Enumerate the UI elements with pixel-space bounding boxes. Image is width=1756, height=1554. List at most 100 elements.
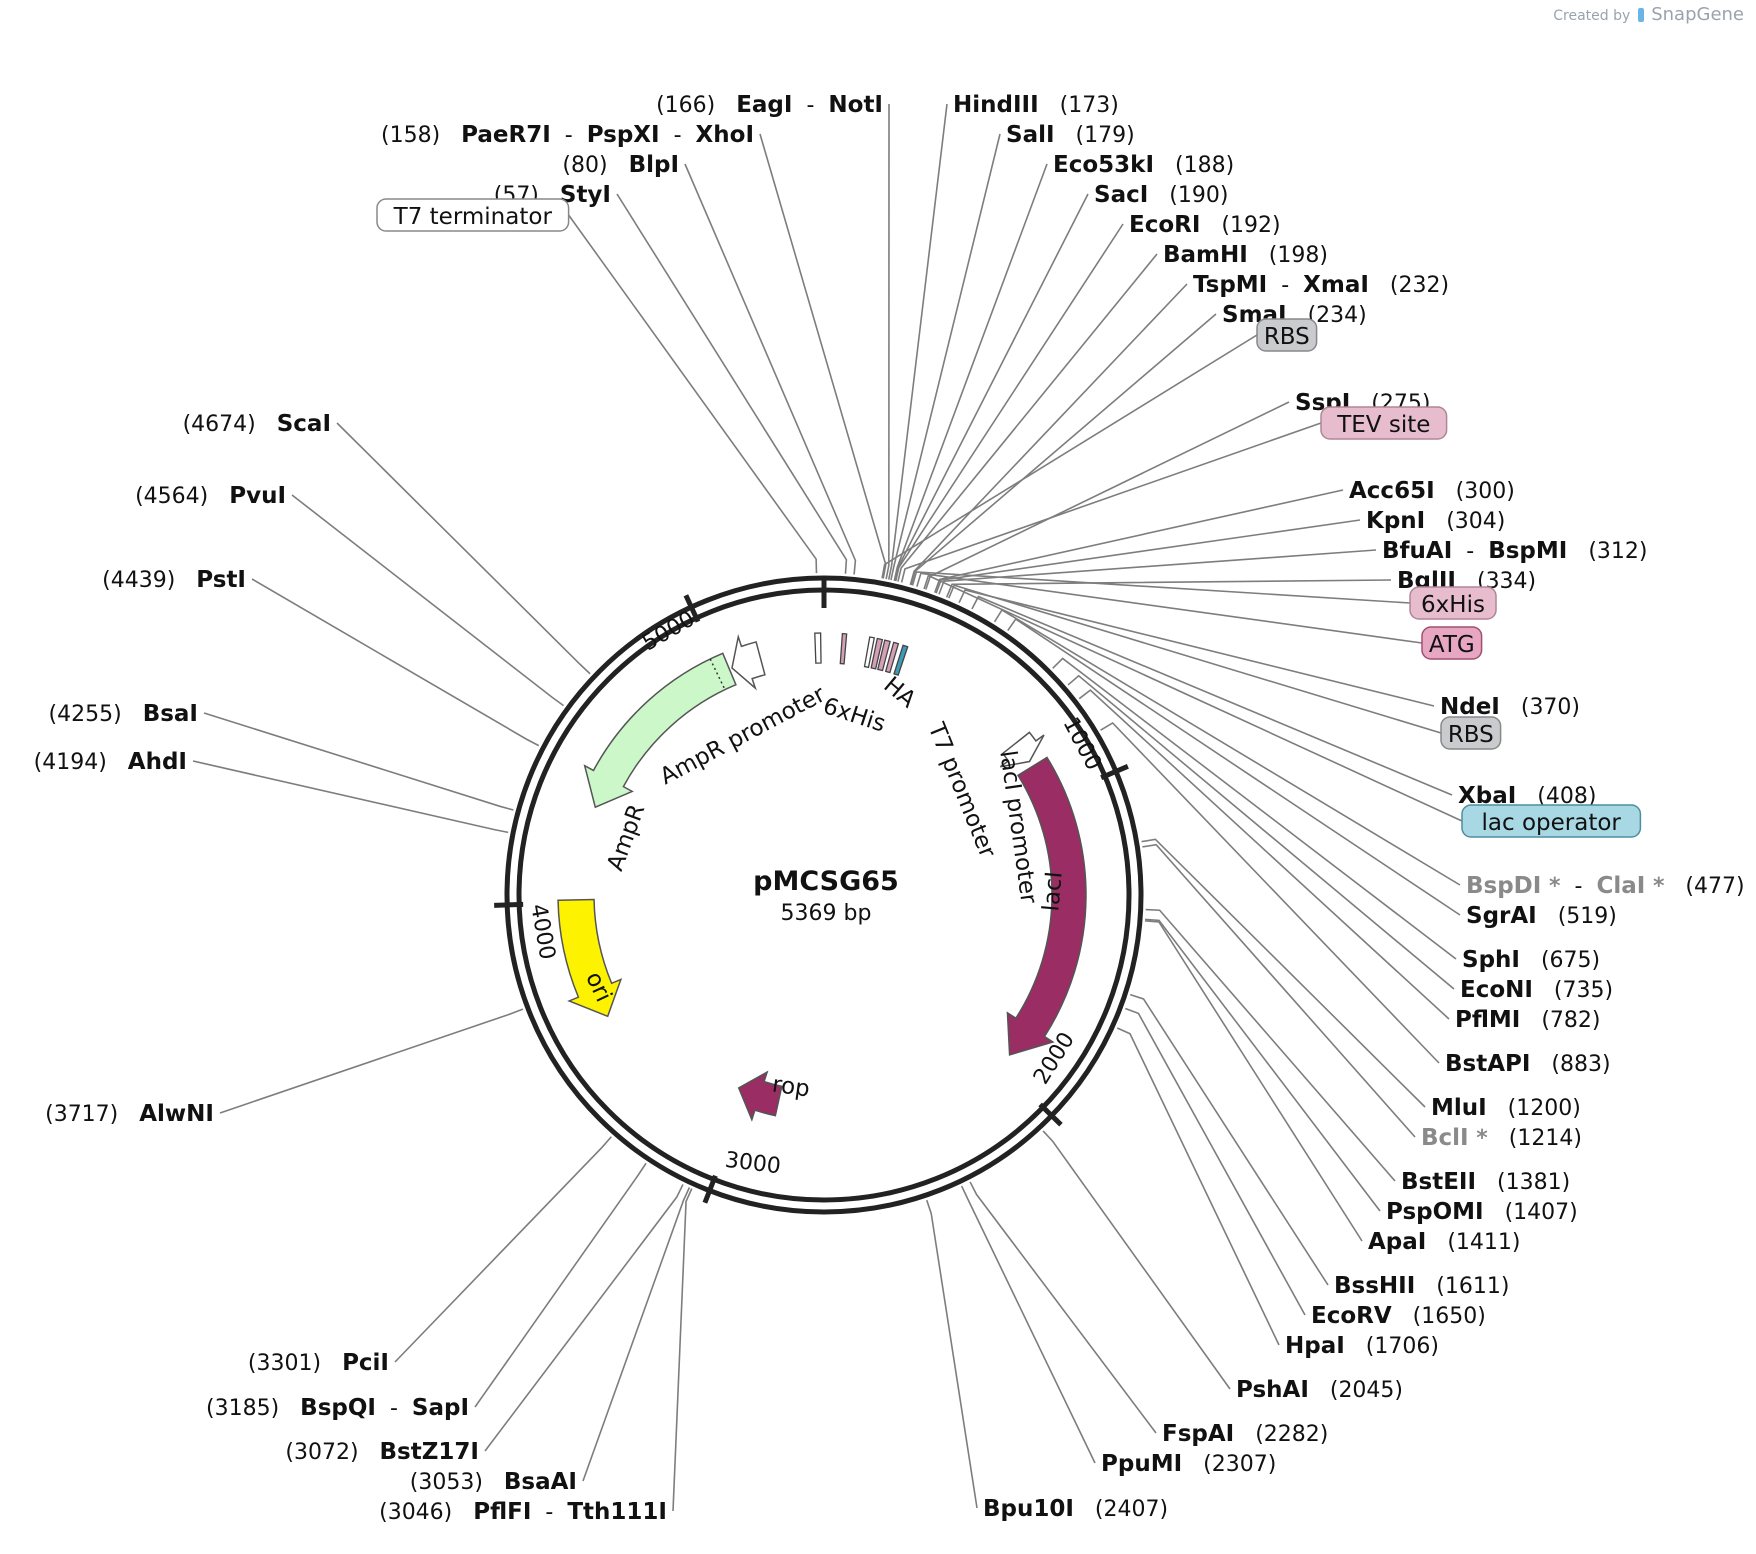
separator: - bbox=[531, 1500, 567, 1525]
site-position: (166) bbox=[656, 93, 736, 118]
leader-line bbox=[1145, 908, 1396, 1182]
leader-line bbox=[251, 578, 540, 747]
enzyme-name: ApaI bbox=[1368, 1229, 1426, 1255]
site-kpni: KpnI (304) bbox=[1366, 508, 1505, 534]
label-box bbox=[376, 198, 570, 232]
label-box bbox=[1461, 804, 1642, 838]
leader-line bbox=[938, 549, 1377, 595]
credit-brand: SnapGene bbox=[1651, 4, 1744, 25]
leader-line bbox=[890, 133, 1001, 581]
site-label: ApaI (1411) bbox=[1368, 1229, 1520, 1255]
site-position: (675) bbox=[1520, 948, 1600, 973]
credit-prefix: Created by bbox=[1553, 8, 1631, 24]
plasmid-length: 5369 bp bbox=[781, 901, 872, 926]
site-position: (192) bbox=[1200, 213, 1280, 238]
site-position: (3053) bbox=[410, 1470, 504, 1495]
enzyme-name: BstAPI bbox=[1445, 1051, 1530, 1077]
leader-line bbox=[925, 401, 1290, 590]
enzyme-name: BfuAI bbox=[1382, 538, 1452, 564]
feature-label-lac-operator: lac operator bbox=[1461, 804, 1642, 838]
enzyme-name: PaeR7I bbox=[461, 122, 551, 148]
enzyme-name: PspXI bbox=[587, 122, 660, 148]
site-label: EcoRV (1650) bbox=[1311, 1303, 1486, 1329]
site-pflmi: PflMI (782) bbox=[1455, 1007, 1601, 1033]
feature-label-tev-site: TEV site bbox=[1320, 406, 1448, 440]
site-label: FspAI (2282) bbox=[1162, 1421, 1328, 1447]
site-position: (1611) bbox=[1415, 1274, 1509, 1299]
site-position: (1214) bbox=[1488, 1126, 1582, 1151]
enzyme-name: PshAI bbox=[1236, 1377, 1309, 1403]
star-icon: * bbox=[1541, 874, 1561, 899]
enzyme-name: ScaI bbox=[277, 411, 331, 437]
site-position: (2045) bbox=[1309, 1378, 1403, 1403]
site-position: (883) bbox=[1530, 1052, 1610, 1077]
site-position: (3717) bbox=[45, 1102, 139, 1127]
label-box bbox=[1256, 318, 1318, 352]
enzyme-name: StyI bbox=[560, 182, 611, 208]
site-position: (477) bbox=[1664, 874, 1744, 899]
label-text: RBS bbox=[1448, 722, 1494, 748]
site-pcii: (3301) PciI bbox=[248, 1350, 389, 1376]
site-blpi: (80) BlpI bbox=[562, 152, 679, 178]
site-paer7i-pspxi-xhoi: (158) PaeR7I - PspXI - XhoI bbox=[381, 122, 754, 148]
leader-line bbox=[672, 1188, 693, 1512]
leader-line bbox=[1116, 1027, 1280, 1346]
6xhis-mark bbox=[839, 632, 848, 665]
site-position: (1411) bbox=[1426, 1230, 1520, 1255]
enzyme-name: PpuMI bbox=[1101, 1451, 1182, 1477]
leader-line bbox=[1067, 674, 1455, 990]
tick-label: 5000 bbox=[638, 607, 699, 657]
site-position: (519) bbox=[1537, 904, 1617, 929]
site-sgrai: SgrAI (519) bbox=[1466, 903, 1617, 929]
leader-line bbox=[969, 1181, 1157, 1434]
label-box bbox=[1409, 586, 1497, 620]
feature-label-6xhis: 6xHis bbox=[1409, 586, 1497, 620]
enzyme-name: KpnI bbox=[1366, 508, 1425, 534]
site-bstz17i: (3072) BstZ17I bbox=[285, 1439, 479, 1465]
site-label: BclI * (1214) bbox=[1421, 1125, 1582, 1151]
enzyme-name: EagI bbox=[736, 92, 792, 118]
leader-line bbox=[336, 422, 591, 675]
leader-line bbox=[958, 589, 1435, 707]
leader-line bbox=[925, 1199, 978, 1509]
site-sali: SalI (179) bbox=[1006, 122, 1135, 148]
enzyme-name: BlpI bbox=[629, 152, 679, 178]
leader-line bbox=[894, 193, 1089, 582]
leader-line bbox=[567, 214, 818, 574]
site-bspqi-sapi: (3185) BspQI - SapI bbox=[206, 1395, 469, 1421]
site-hindiii: HindIII (173) bbox=[953, 92, 1119, 118]
site-bpu10i: Bpu10I (2407) bbox=[983, 1496, 1168, 1522]
laci-feature bbox=[1006, 756, 1087, 1056]
leader-line bbox=[893, 163, 1048, 581]
leader-line bbox=[1078, 689, 1450, 1020]
site-position: (1407) bbox=[1484, 1200, 1578, 1225]
site-position: (4255) bbox=[49, 702, 143, 727]
site-label: (57) StyI bbox=[494, 182, 611, 208]
leader-line bbox=[684, 163, 857, 575]
leader-line bbox=[885, 103, 890, 580]
star-icon: * bbox=[1469, 1126, 1489, 1151]
enzyme-name: SphI bbox=[1462, 947, 1520, 973]
leader-line bbox=[894, 223, 1124, 582]
separator: - bbox=[792, 93, 828, 118]
leader-line bbox=[1145, 918, 1381, 1212]
ha-mark bbox=[870, 637, 884, 670]
site-label: BfuAI - BspMI (312) bbox=[1382, 538, 1647, 564]
site-pflfi-tth111i: (3046) PflFI - Tth111I bbox=[379, 1499, 667, 1525]
enzyme-name: BamHI bbox=[1163, 242, 1248, 268]
site-position: (300) bbox=[1435, 479, 1515, 504]
site-position: (80) bbox=[562, 153, 628, 178]
tick-label: 4000 bbox=[525, 902, 559, 961]
site-position: (232) bbox=[1369, 273, 1449, 298]
enzyme-name: Eco53kI bbox=[1053, 152, 1154, 178]
site-position: (3185) bbox=[206, 1396, 300, 1421]
label-box bbox=[1320, 406, 1448, 440]
leader-line bbox=[911, 571, 1411, 604]
laci-promoter-feature bbox=[999, 731, 1045, 768]
6xhis-label: 6xHis bbox=[820, 693, 889, 737]
rop-feature bbox=[737, 1070, 783, 1122]
site-bsaai: (3053) BsaAI bbox=[410, 1469, 577, 1495]
feature-label-t7-terminator: T7 terminator bbox=[376, 198, 570, 232]
site-bsshii: BssHII (1611) bbox=[1334, 1273, 1509, 1299]
leader-line bbox=[971, 595, 1453, 796]
